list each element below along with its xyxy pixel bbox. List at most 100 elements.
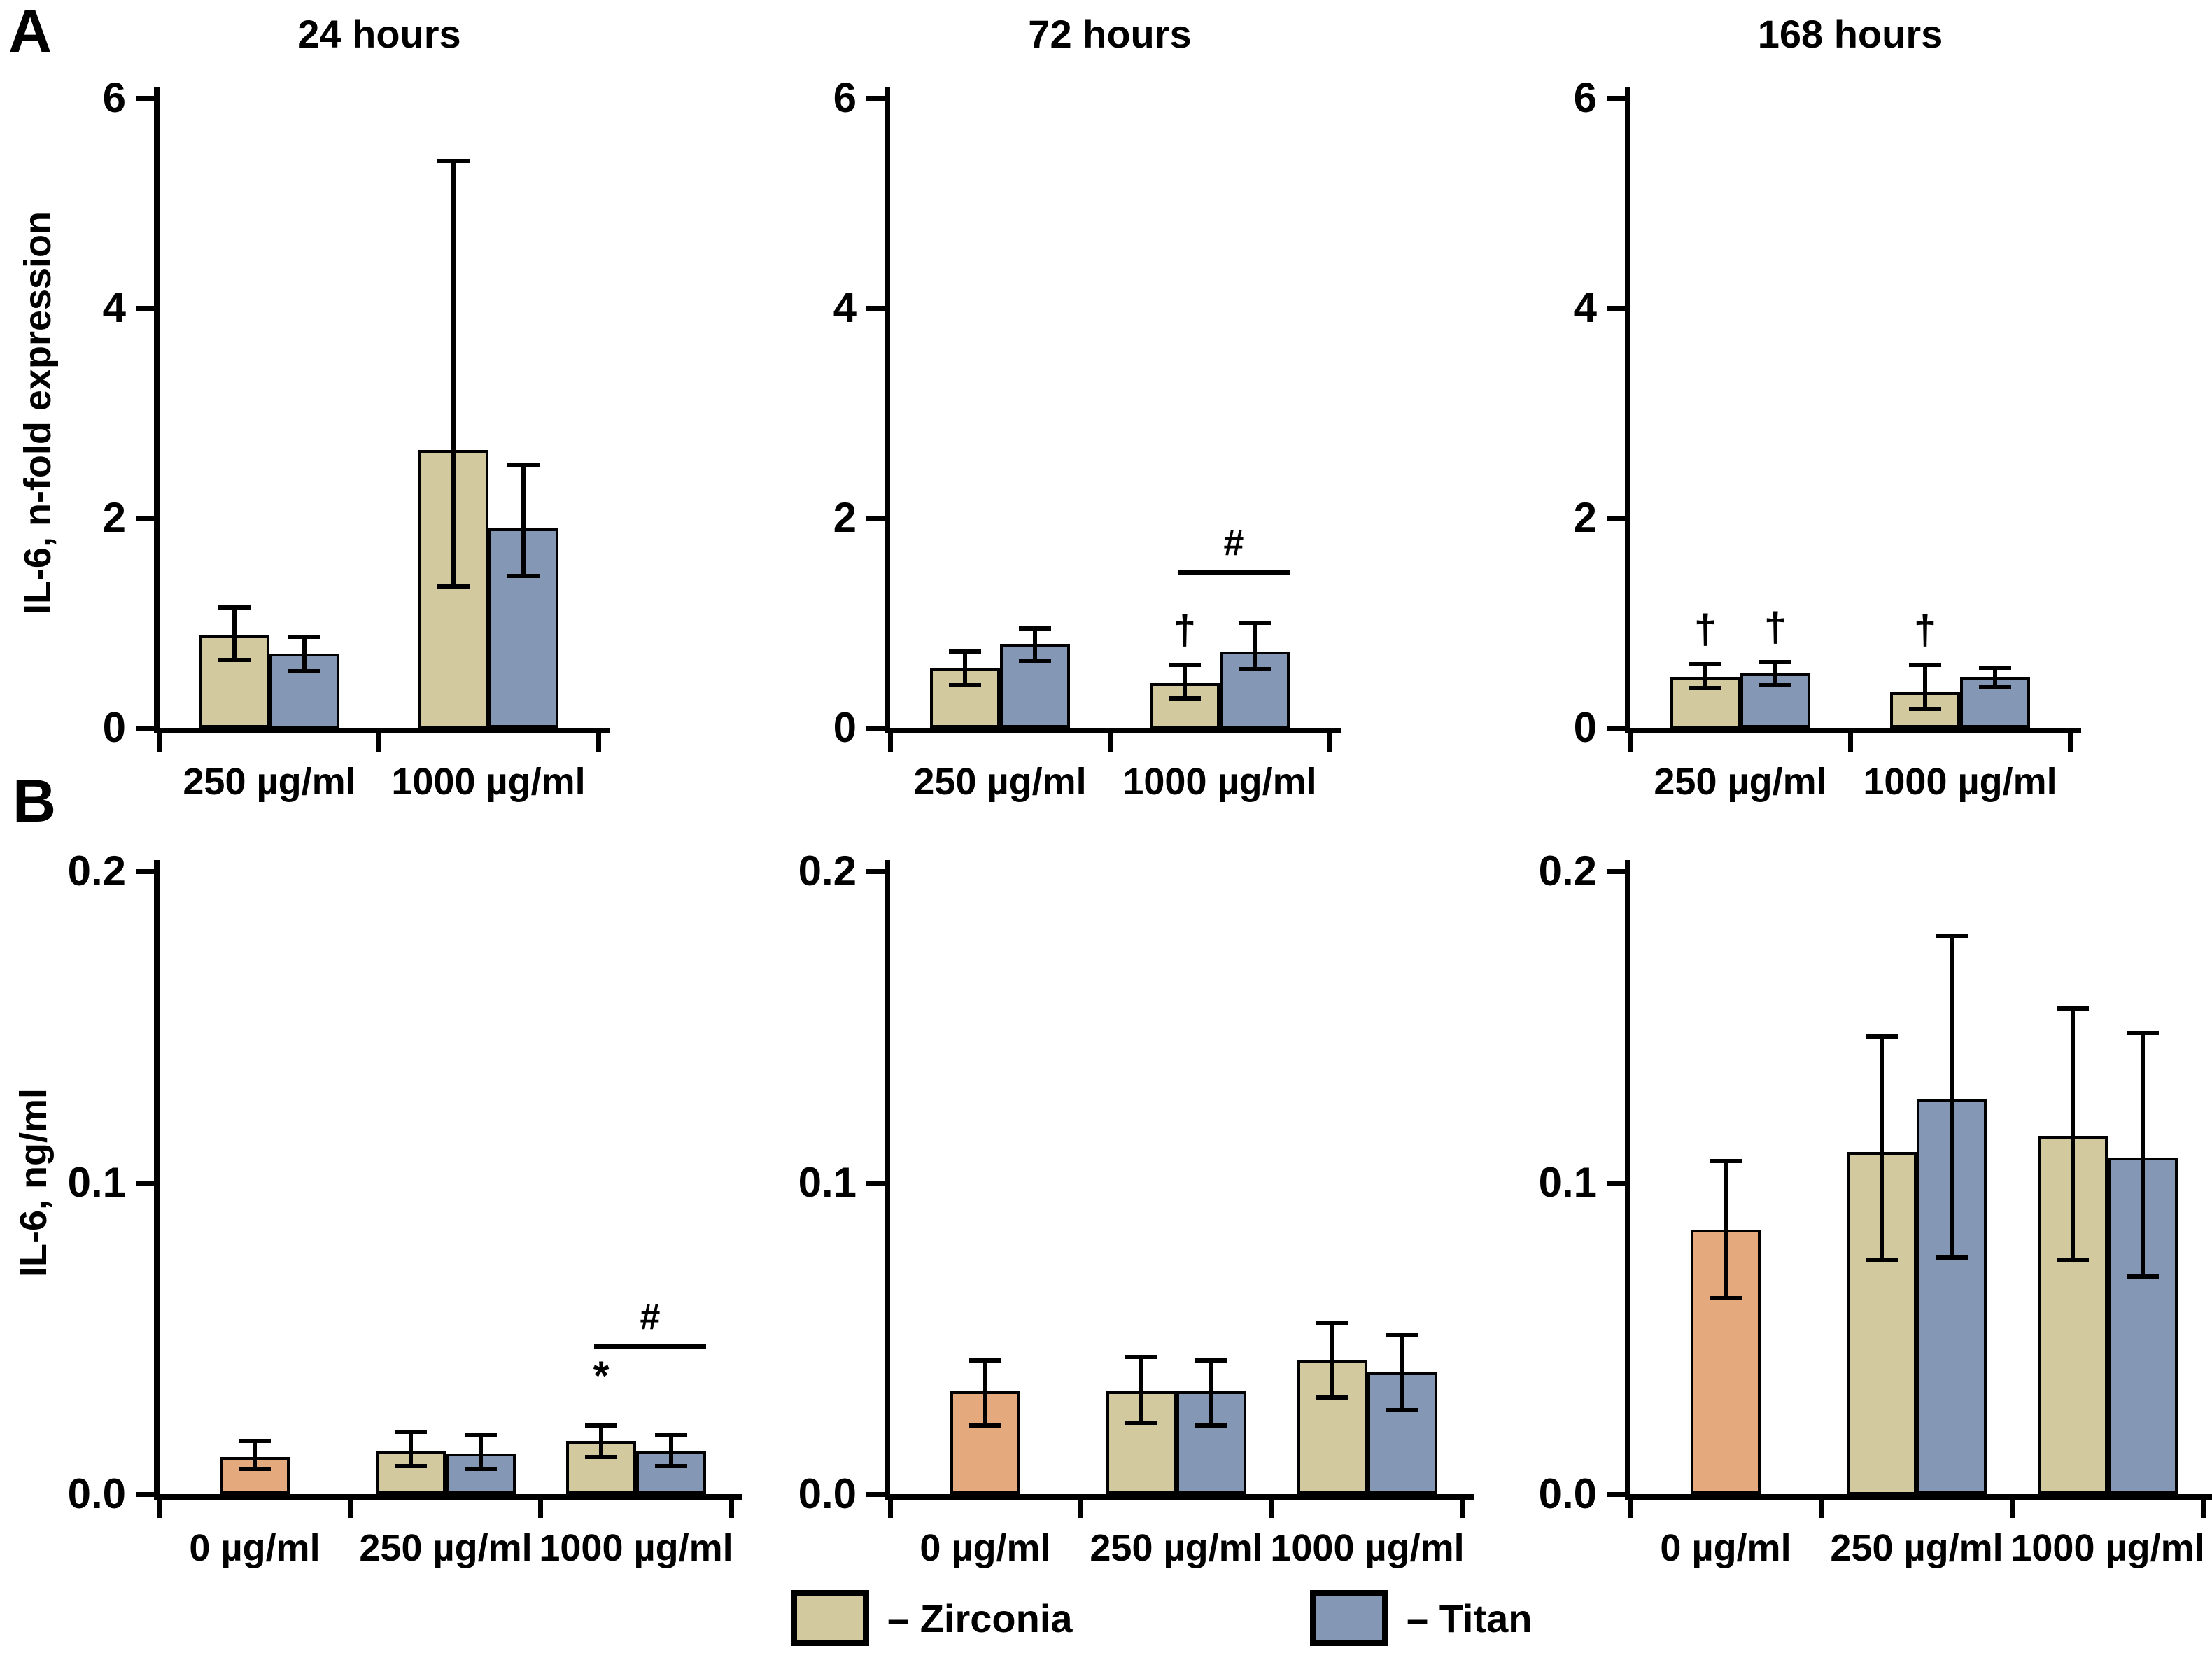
error-bar-line <box>1253 623 1257 669</box>
x-tick <box>2201 1500 2206 1518</box>
y-tick <box>1607 726 1625 731</box>
y-tick <box>136 96 154 101</box>
panel-title: 168 hours <box>1757 12 1943 56</box>
error-bar-cap-top <box>1386 1333 1418 1337</box>
y-tick-label: 0 <box>1573 704 1597 751</box>
error-bar-line <box>409 1432 413 1466</box>
error-bar-cap-top <box>1019 626 1051 631</box>
y-tick-label: 0 <box>833 704 857 751</box>
error-bar-cap-bottom <box>2057 1258 2089 1262</box>
significance-symbol: † <box>1763 605 1787 650</box>
error-bar-cap-bottom <box>949 683 981 687</box>
error-bar-cap-bottom <box>1386 1408 1418 1412</box>
error-bar-line <box>479 1435 483 1469</box>
panel-label-b: B <box>13 768 57 835</box>
y-tick-label: 0.1 <box>1538 1159 1597 1206</box>
y-tick <box>1607 516 1625 521</box>
bar-titan <box>1917 1099 1987 1494</box>
legend-entry-titan: – Titan <box>1310 1590 1532 1646</box>
y-tick <box>136 516 154 521</box>
error-bar-cap-bottom <box>1169 696 1201 701</box>
y-axis <box>154 860 160 1500</box>
y-axis <box>154 87 160 733</box>
x-tick <box>376 733 381 752</box>
error-bar-line <box>669 1435 673 1466</box>
x-tick <box>2068 733 2073 752</box>
error-bar-cap-bottom <box>1866 1258 1898 1262</box>
x-tick <box>1628 733 1633 752</box>
significance-symbol: † <box>1913 607 1937 653</box>
x-axis <box>885 1494 1474 1500</box>
error-bar-cap-bottom <box>288 669 320 673</box>
error-bar-cap-top <box>1936 934 1968 938</box>
y-tick-label: 4 <box>102 284 126 331</box>
x-group-label: 0 µg/ml <box>1660 1527 1791 1569</box>
y-axis <box>1625 87 1630 733</box>
x-tick <box>1848 733 1853 752</box>
bar-titan <box>488 528 558 728</box>
x-axis <box>1625 1494 2212 1500</box>
x-group-label: 1000 µg/ml <box>539 1527 733 1569</box>
error-bar-cap-top <box>969 1358 1001 1363</box>
error-bar-cap-top <box>288 635 320 639</box>
bar-zirconia <box>2038 1136 2108 1494</box>
x-tick <box>538 1500 543 1518</box>
error-bar-cap-top <box>2057 1006 2089 1011</box>
legend-swatch-titan <box>1310 1590 1388 1646</box>
error-bar-cap-top <box>1195 1358 1227 1363</box>
error-bar-line <box>1880 1036 1884 1260</box>
error-bar-line <box>599 1426 603 1457</box>
error-bar-line <box>302 637 307 672</box>
error-bar-cap-bottom <box>1979 685 2011 689</box>
error-bar-cap-top <box>1689 662 1721 666</box>
y-tick-label: 4 <box>1573 284 1597 331</box>
error-bar-cap-top <box>1316 1321 1348 1325</box>
y-tick <box>1607 306 1625 311</box>
x-tick <box>2010 1500 2015 1518</box>
y-tick-label: 0.0 <box>798 1470 857 1517</box>
error-bar-cap-top <box>585 1423 617 1428</box>
y-tick <box>866 869 885 874</box>
error-bar-cap-bottom <box>1019 659 1051 663</box>
error-bar-cap-bottom <box>218 658 251 662</box>
legend-label-zirconia: – Zirconia <box>887 1596 1073 1640</box>
y-tick <box>866 516 885 521</box>
error-bar-cap-top <box>1979 666 2011 670</box>
y-tick <box>866 1492 885 1497</box>
x-tick <box>1327 733 1332 752</box>
y-axis <box>885 860 890 1500</box>
x-group-label: 0 µg/ml <box>920 1527 1051 1569</box>
error-bar-line <box>983 1360 987 1426</box>
row-a-y-axis-label: IL-6, n-fold expression <box>17 211 59 615</box>
x-group-label: 1000 µg/ml <box>2010 1527 2205 1569</box>
y-tick-label: 0.0 <box>1538 1470 1597 1517</box>
x-tick <box>1108 733 1113 752</box>
y-tick <box>136 726 154 731</box>
y-tick <box>1607 1492 1625 1497</box>
x-group-label: 250 µg/ml <box>183 761 356 803</box>
x-group-label: 1000 µg/ml <box>1863 761 2057 803</box>
legend-label-titan: – Titan <box>1407 1596 1533 1640</box>
x-tick <box>888 1500 893 1518</box>
error-bar-cap-bottom <box>655 1464 687 1468</box>
y-tick-label: 2 <box>102 494 126 541</box>
error-bar-line <box>1724 1161 1728 1298</box>
error-bar-line <box>1209 1360 1213 1426</box>
error-bar-line <box>963 652 967 685</box>
y-tick <box>866 726 885 731</box>
error-bar-line <box>1923 665 1927 709</box>
significance-symbol: † <box>1173 607 1197 653</box>
panel-title: 72 hours <box>1028 12 1192 56</box>
x-tick <box>348 1500 353 1518</box>
x-axis <box>1625 728 2081 733</box>
y-tick-label: 0 <box>102 704 126 751</box>
significance-symbol: † <box>1693 607 1717 652</box>
x-group-label: 250 µg/ml <box>1654 761 1827 803</box>
x-tick <box>888 733 893 752</box>
x-group-label: 250 µg/ml <box>913 761 1087 803</box>
error-bar-line <box>1703 664 1707 689</box>
significance-bracket <box>1178 570 1290 575</box>
y-tick <box>136 869 154 874</box>
error-bar-cap-top <box>949 649 981 654</box>
x-tick <box>1460 1500 1465 1518</box>
